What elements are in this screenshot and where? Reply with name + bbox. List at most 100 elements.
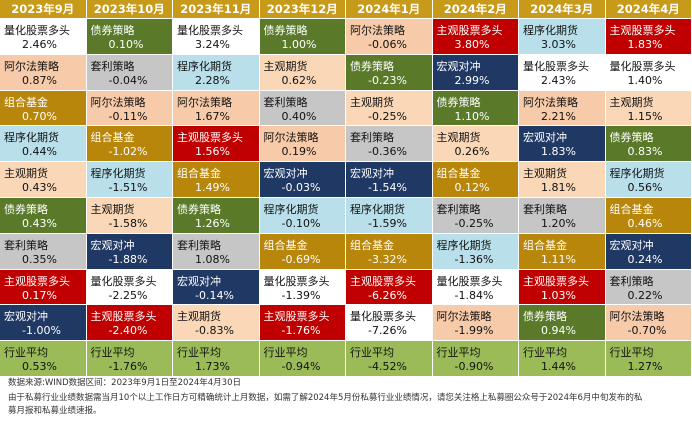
strategy-cell: 组合基金 0.46% (605, 198, 691, 233)
strategy-cell: 主观期货 1.81% (519, 162, 605, 197)
strategy-name: 程序化期货 (90, 167, 146, 181)
return-value: 2.46% (22, 38, 57, 51)
return-value: 2.99% (454, 73, 490, 87)
return-value: 1.49% (195, 181, 230, 195)
return-value: 0.83% (627, 145, 663, 159)
strategy-cell: 宏观对冲 0.24% (605, 233, 691, 269)
strategy-name: 量化股票多头 (350, 310, 416, 324)
strategy-cell: 债券策略 0.83% (605, 126, 691, 162)
strategy-name: 行业平均 (609, 346, 654, 360)
strategy-name: 债券策略 (90, 24, 135, 37)
strategy-cell: 组合基金 1.11% (519, 233, 605, 269)
return-value: -0.04% (108, 73, 148, 87)
strategy-name: 组合基金 (177, 167, 221, 181)
strategy-name: 债券策略 (609, 131, 654, 145)
strategy-cell: 程序化期货 -1.36% (432, 233, 518, 269)
return-value: 1.67% (195, 109, 230, 123)
strategy-cell: 程序化期货 3.03% (519, 19, 605, 54)
strategy-cell: 主观股票多头 1.56% (173, 126, 259, 162)
strategy-name: 主观股票多头 (436, 24, 503, 37)
strategy-name: 宏观对冲 (90, 238, 135, 252)
month-header: 2023年12月 (259, 0, 345, 18)
strategy-cell: 行业平均 -0.90% (432, 341, 518, 376)
strategy-cell: 套利策略 -0.36% (346, 126, 432, 162)
strategy-cell: 组合基金 -1.02% (86, 126, 172, 162)
strategy-cell: 主观股票多头 -1.76% (259, 305, 345, 341)
strategy-cell: 量化股票多头 2.46% (0, 19, 86, 54)
strategy-name: 债券策略 (350, 59, 394, 73)
strategy-name: 套利策略 (523, 203, 567, 216)
strategy-cell: 债券策略 1.10% (432, 90, 518, 126)
strategy-name: 阿尔法策略 (523, 95, 578, 109)
return-value: -1.54% (368, 181, 407, 195)
strategy-cell: 组合基金 0.70% (0, 90, 86, 126)
return-value: -0.36% (368, 145, 407, 159)
return-value: 1.56% (195, 145, 230, 159)
strategy-name: 主观股票多头 (177, 131, 243, 145)
strategy-name: 阿尔法策略 (350, 24, 405, 37)
strategy-cell: 组合基金 1.49% (173, 162, 259, 197)
strategy-name: 量化股票多头 (4, 24, 70, 37)
strategy-name: 主观期货 (177, 310, 221, 324)
strategy-cell: 主观股票多头 -6.26% (346, 269, 432, 305)
strategy-name: 组合基金 (523, 238, 567, 252)
strategy-cell: 阿尔法策略 -0.06% (346, 19, 432, 54)
return-value: 1.08% (195, 252, 230, 266)
strategy-name: 主观股票多头 (90, 310, 157, 324)
strategy-name: 债券策略 (177, 203, 221, 216)
strategy-name: 宏观对冲 (436, 59, 481, 73)
data-source-note: 数据来源:WIND数据区间：2023年9月1日至2024年4月30日 (8, 378, 241, 388)
strategy-name: 行业平均 (263, 346, 308, 360)
strategy-cell: 阿尔法策略 -1.99% (432, 305, 518, 341)
strategy-name: 程序化期货 (523, 24, 578, 37)
strategy-cell: 债券策略 0.10% (86, 19, 172, 54)
strategy-cell: 主观期货 0.43% (0, 162, 86, 197)
strategy-cell: 程序化期货 -1.59% (346, 198, 432, 233)
strategy-cell: 宏观对冲 2.99% (432, 54, 518, 90)
strategy-name: 宏观对冲 (4, 310, 48, 324)
strategy-name: 主观股票多头 (523, 274, 589, 288)
strategy-name: 主观期货 (609, 95, 654, 109)
return-value: -0.70% (627, 324, 667, 338)
strategy-cell: 阿尔法策略 -0.11% (86, 90, 172, 126)
return-value: -1.58% (108, 217, 148, 230)
return-value: 1.00% (281, 38, 317, 51)
strategy-cell: 量化股票多头 -1.39% (259, 269, 345, 305)
return-value: -6.26% (368, 288, 407, 302)
return-value: 0.10% (108, 38, 144, 51)
strategy-cell: 宏观对冲 -1.00% (0, 305, 86, 341)
ranking-grid: 2023年9月 量化股票多头 2.46% 阿尔法策略 0.87% 组合基金 0.70% 程序化… (0, 0, 691, 376)
strategy-cell: 主观期货 0.62% (259, 54, 345, 90)
return-value: 2.28% (195, 73, 230, 87)
strategy-cell: 宏观对冲 -0.03% (259, 162, 345, 197)
strategy-cell: 程序化期货 -0.10% (259, 198, 345, 233)
strategy-cell: 套利策略 0.40% (259, 90, 345, 126)
return-value: 1.26% (195, 217, 230, 230)
strategy-name: 组合基金 (436, 167, 481, 181)
month-header: 2024年3月 (519, 0, 605, 18)
return-value: 0.56% (627, 181, 663, 195)
month-header: 2024年1月 (346, 0, 432, 18)
strategy-name: 行业平均 (523, 346, 567, 360)
strategy-cell: 量化股票多头 3.24% (173, 19, 259, 54)
strategy-cell: 程序化期货 2.28% (173, 54, 259, 90)
month-header: 2023年11月 (173, 0, 259, 18)
month-header: 2024年2月 (432, 0, 518, 18)
strategy-name: 宏观对冲 (523, 131, 567, 145)
strategy-name: 宏观对冲 (177, 274, 221, 288)
strategy-cell: 主观期货 0.26% (432, 126, 518, 162)
strategy-name: 组合基金 (4, 95, 48, 109)
return-value: 1.83% (627, 38, 663, 51)
strategy-name: 主观股票多头 (263, 310, 330, 324)
strategy-cell: 量化股票多头 2.43% (519, 54, 605, 90)
strategy-cell: 阿尔法策略 0.19% (259, 126, 345, 162)
return-value: 0.26% (454, 145, 490, 159)
strategy-cell: 行业平均 0.53% (0, 341, 86, 376)
strategy-cell: 程序化期货 0.44% (0, 126, 86, 162)
return-value: 3.03% (541, 38, 576, 51)
strategy-cell: 量化股票多头 -7.26% (346, 305, 432, 341)
return-value: 1.10% (454, 109, 490, 123)
return-value: 0.19% (281, 145, 317, 159)
strategy-name: 行业平均 (350, 346, 394, 360)
return-value: 2.21% (541, 109, 576, 123)
